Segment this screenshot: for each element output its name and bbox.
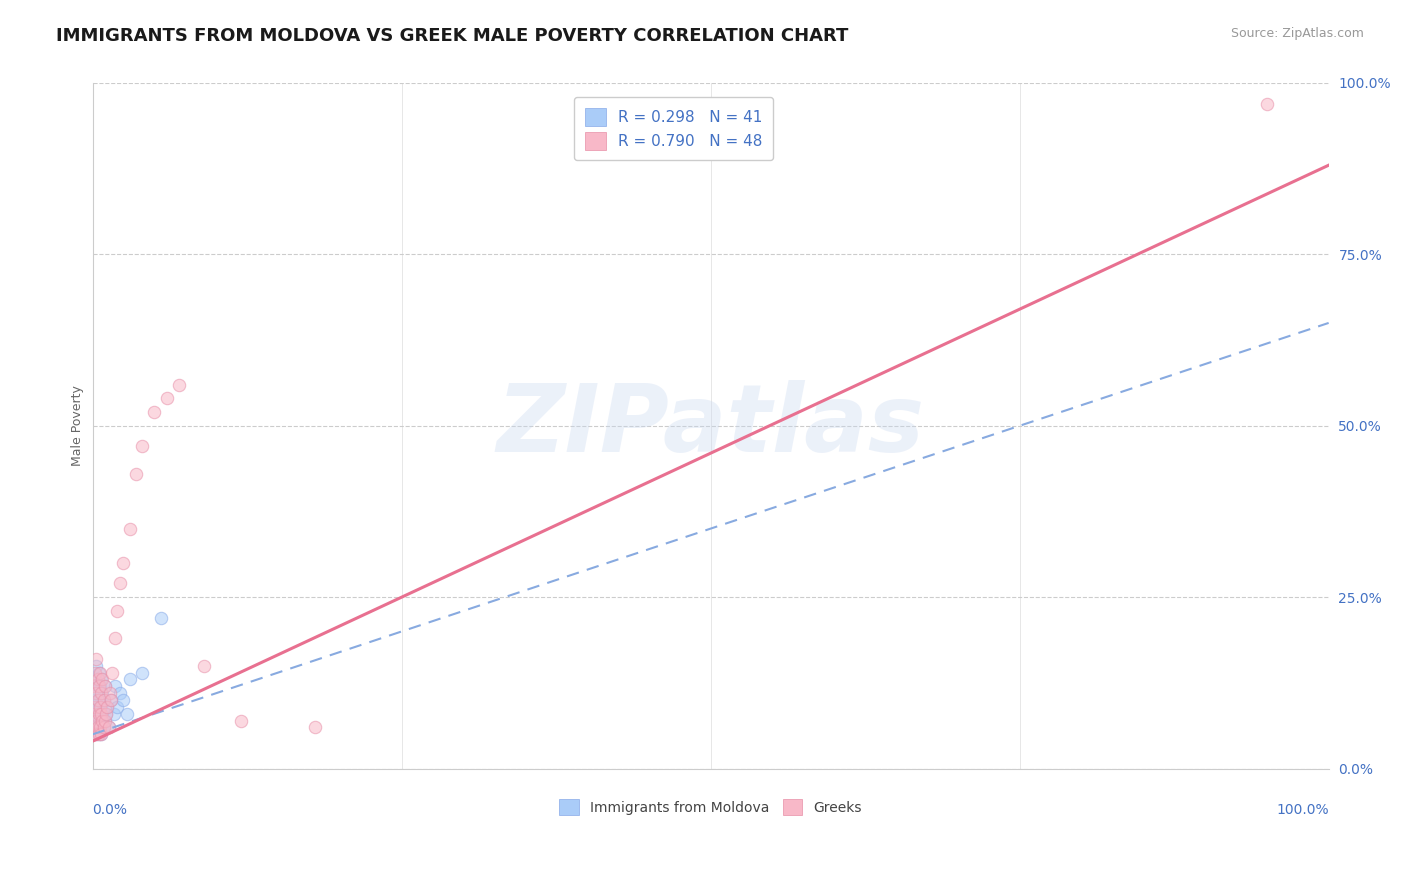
Point: [87, 693, 110, 707]
Point: [87, 727, 110, 741]
Point: [93, 693, 115, 707]
Point: [83, 706, 105, 721]
Point: [89, 679, 111, 693]
Point: [84, 727, 107, 741]
Point: [104, 679, 127, 693]
Point: [90, 673, 112, 687]
Point: [96, 699, 118, 714]
Point: [131, 439, 153, 453]
Point: [118, 673, 141, 687]
Point: [84, 714, 107, 728]
Point: [84, 673, 107, 687]
Point: [86, 721, 108, 735]
Point: [89, 721, 111, 735]
Point: [87, 714, 110, 728]
Point: [105, 699, 128, 714]
Point: [84, 706, 107, 721]
Point: [87, 706, 110, 721]
Point: [91, 714, 114, 728]
Point: [96, 699, 118, 714]
Y-axis label: Male Poverty: Male Poverty: [72, 385, 84, 467]
Point: [89, 665, 111, 680]
Point: [108, 686, 131, 700]
Text: 0.0%: 0.0%: [93, 803, 128, 817]
Point: [86, 679, 108, 693]
Point: [94, 679, 117, 693]
Point: [93, 721, 115, 735]
Point: [131, 665, 153, 680]
Point: [90, 727, 112, 741]
Point: [89, 706, 111, 721]
Point: [84, 652, 107, 666]
Point: [96, 706, 118, 721]
Point: [84, 727, 107, 741]
Point: [93, 721, 115, 735]
Point: [84, 665, 107, 680]
Point: [91, 673, 114, 687]
Point: [86, 721, 108, 735]
Point: [105, 604, 128, 618]
Point: [143, 405, 166, 419]
Point: [96, 706, 118, 721]
Text: Source: ZipAtlas.com: Source: ZipAtlas.com: [1230, 27, 1364, 40]
Point: [103, 706, 125, 721]
Point: [91, 686, 114, 700]
Text: IMMIGRANTS FROM MOLDOVA VS GREEK MALE POVERTY CORRELATION CHART: IMMIGRANTS FROM MOLDOVA VS GREEK MALE PO…: [56, 27, 849, 45]
Point: [97, 721, 120, 735]
Point: [83, 679, 105, 693]
Point: [84, 686, 107, 700]
Point: [83, 699, 105, 714]
Point: [84, 693, 107, 707]
Point: [90, 706, 112, 721]
Point: [90, 686, 112, 700]
Point: [167, 377, 190, 392]
Point: [98, 686, 121, 700]
Point: [97, 721, 120, 735]
Point: [118, 522, 141, 536]
Point: [156, 392, 179, 406]
Point: [84, 686, 107, 700]
Point: [125, 467, 148, 481]
Point: [89, 699, 111, 714]
Point: [84, 658, 107, 673]
Point: [84, 714, 107, 728]
Point: [83, 721, 105, 735]
Point: [87, 665, 110, 680]
Point: [193, 658, 215, 673]
Point: [89, 721, 111, 735]
Point: [86, 673, 108, 687]
Text: ZIPatlas: ZIPatlas: [496, 380, 925, 472]
Point: [115, 706, 138, 721]
Legend: Immigrants from Moldova, Greeks: Immigrants from Moldova, Greeks: [551, 790, 870, 823]
Point: [94, 714, 117, 728]
Point: [87, 679, 110, 693]
Point: [100, 693, 122, 707]
Point: [94, 679, 117, 693]
Point: [86, 693, 108, 707]
Point: [104, 632, 127, 646]
Point: [100, 693, 122, 707]
Point: [112, 693, 135, 707]
Point: [84, 699, 107, 714]
Point: [90, 699, 112, 714]
Point: [83, 727, 105, 741]
Point: [304, 721, 326, 735]
Point: [108, 576, 131, 591]
Point: [149, 611, 172, 625]
Point: [86, 699, 108, 714]
Point: [87, 727, 110, 741]
Point: [229, 714, 252, 728]
Point: [101, 665, 124, 680]
Text: 100.0%: 100.0%: [1277, 803, 1329, 817]
Point: [1256, 96, 1278, 111]
Point: [90, 727, 112, 741]
Point: [94, 714, 117, 728]
Point: [84, 721, 107, 735]
Point: [112, 556, 135, 570]
Point: [91, 714, 114, 728]
Point: [93, 693, 115, 707]
